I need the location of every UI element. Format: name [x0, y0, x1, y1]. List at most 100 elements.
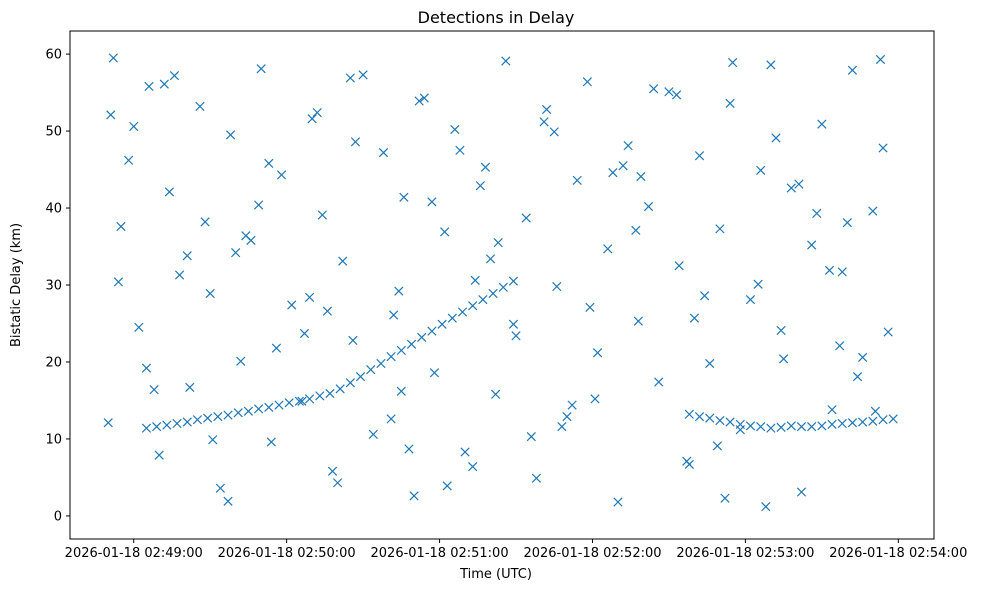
chart-title: Detections in Delay	[418, 8, 575, 27]
data-point	[878, 143, 888, 153]
data-point	[123, 155, 134, 165]
data-point	[233, 408, 243, 418]
data-point	[807, 240, 817, 250]
data-point	[271, 343, 282, 353]
data-point	[837, 418, 847, 429]
data-point	[322, 306, 333, 316]
data-point	[776, 422, 786, 433]
data-point	[455, 145, 465, 155]
x-axis-label: Time (UTC)	[459, 567, 532, 582]
data-point	[745, 294, 756, 305]
data-point	[590, 394, 600, 404]
data-point	[511, 331, 521, 341]
data-point	[753, 279, 763, 289]
data-point	[350, 137, 361, 147]
data-point	[317, 210, 327, 220]
data-point	[582, 77, 593, 87]
data-point	[888, 414, 898, 424]
data-point	[378, 147, 389, 158]
data-point	[294, 396, 305, 406]
data-point	[315, 391, 325, 401]
data-point	[223, 410, 233, 420]
data-point	[858, 417, 868, 427]
data-point	[129, 121, 139, 132]
data-point	[274, 400, 284, 410]
data-point	[345, 378, 355, 388]
y-tick-label: 10	[45, 432, 62, 447]
data-point	[253, 404, 264, 414]
data-point	[485, 254, 496, 264]
data-point	[116, 221, 126, 232]
data-point	[847, 65, 858, 75]
data-point	[501, 56, 511, 66]
data-point	[603, 244, 613, 254]
data-point	[174, 270, 185, 280]
x-tick-label: 2026-01-18 02:51:00	[371, 546, 509, 561]
data-point	[406, 339, 417, 349]
data-point	[223, 496, 233, 506]
data-point	[875, 54, 886, 65]
data-point	[205, 288, 215, 299]
data-point	[159, 79, 169, 89]
data-point	[332, 478, 343, 488]
data-point	[169, 71, 180, 81]
data-point	[394, 286, 404, 296]
data-point	[674, 261, 684, 271]
data-point	[144, 81, 154, 92]
data-point	[794, 179, 804, 189]
data-point	[297, 396, 307, 406]
data-point	[682, 456, 692, 466]
y-tick-label: 0	[54, 509, 62, 524]
data-point	[203, 413, 213, 423]
data-point	[852, 371, 863, 382]
data-point	[562, 411, 572, 422]
data-point	[705, 413, 715, 423]
data-point	[694, 411, 705, 422]
data-point	[457, 307, 468, 317]
data-point	[287, 300, 297, 310]
data-point	[225, 130, 236, 140]
data-point	[878, 415, 888, 425]
data-point	[633, 316, 643, 326]
data-point	[491, 389, 501, 399]
data-point	[141, 423, 152, 433]
data-point	[835, 341, 845, 351]
data-point	[608, 167, 618, 178]
data-point	[557, 421, 567, 432]
data-point	[243, 406, 254, 416]
data-point	[366, 365, 376, 375]
data-point	[567, 400, 577, 410]
data-point	[776, 325, 786, 336]
data-point	[508, 276, 519, 286]
data-point	[348, 335, 358, 346]
data-point	[735, 419, 745, 429]
data-point	[419, 93, 429, 103]
data-point	[817, 421, 827, 431]
data-point	[705, 358, 715, 369]
data-point	[460, 447, 470, 457]
data-point	[185, 382, 195, 392]
data-point	[149, 385, 159, 395]
data-point	[847, 418, 858, 428]
data-point	[720, 493, 730, 503]
data-point	[195, 101, 205, 112]
data-point	[399, 192, 409, 202]
data-point	[807, 421, 817, 432]
data-point	[796, 487, 807, 497]
data-point	[264, 158, 274, 169]
data-point	[327, 466, 338, 476]
data-point	[827, 419, 837, 429]
data-point	[141, 363, 152, 373]
data-point	[613, 497, 623, 507]
data-point	[450, 124, 460, 135]
data-point	[715, 415, 725, 426]
data-point	[508, 319, 519, 329]
data-point	[468, 462, 478, 472]
data-point	[684, 409, 694, 419]
data-point	[307, 114, 317, 124]
x-axis: 2026-01-18 02:49:00 2026-01-18 02:50:00 20…	[65, 539, 967, 561]
data-point	[671, 90, 682, 100]
data-point	[368, 429, 378, 439]
x-tick-label: 2026-01-18 02:52:00	[523, 546, 661, 561]
